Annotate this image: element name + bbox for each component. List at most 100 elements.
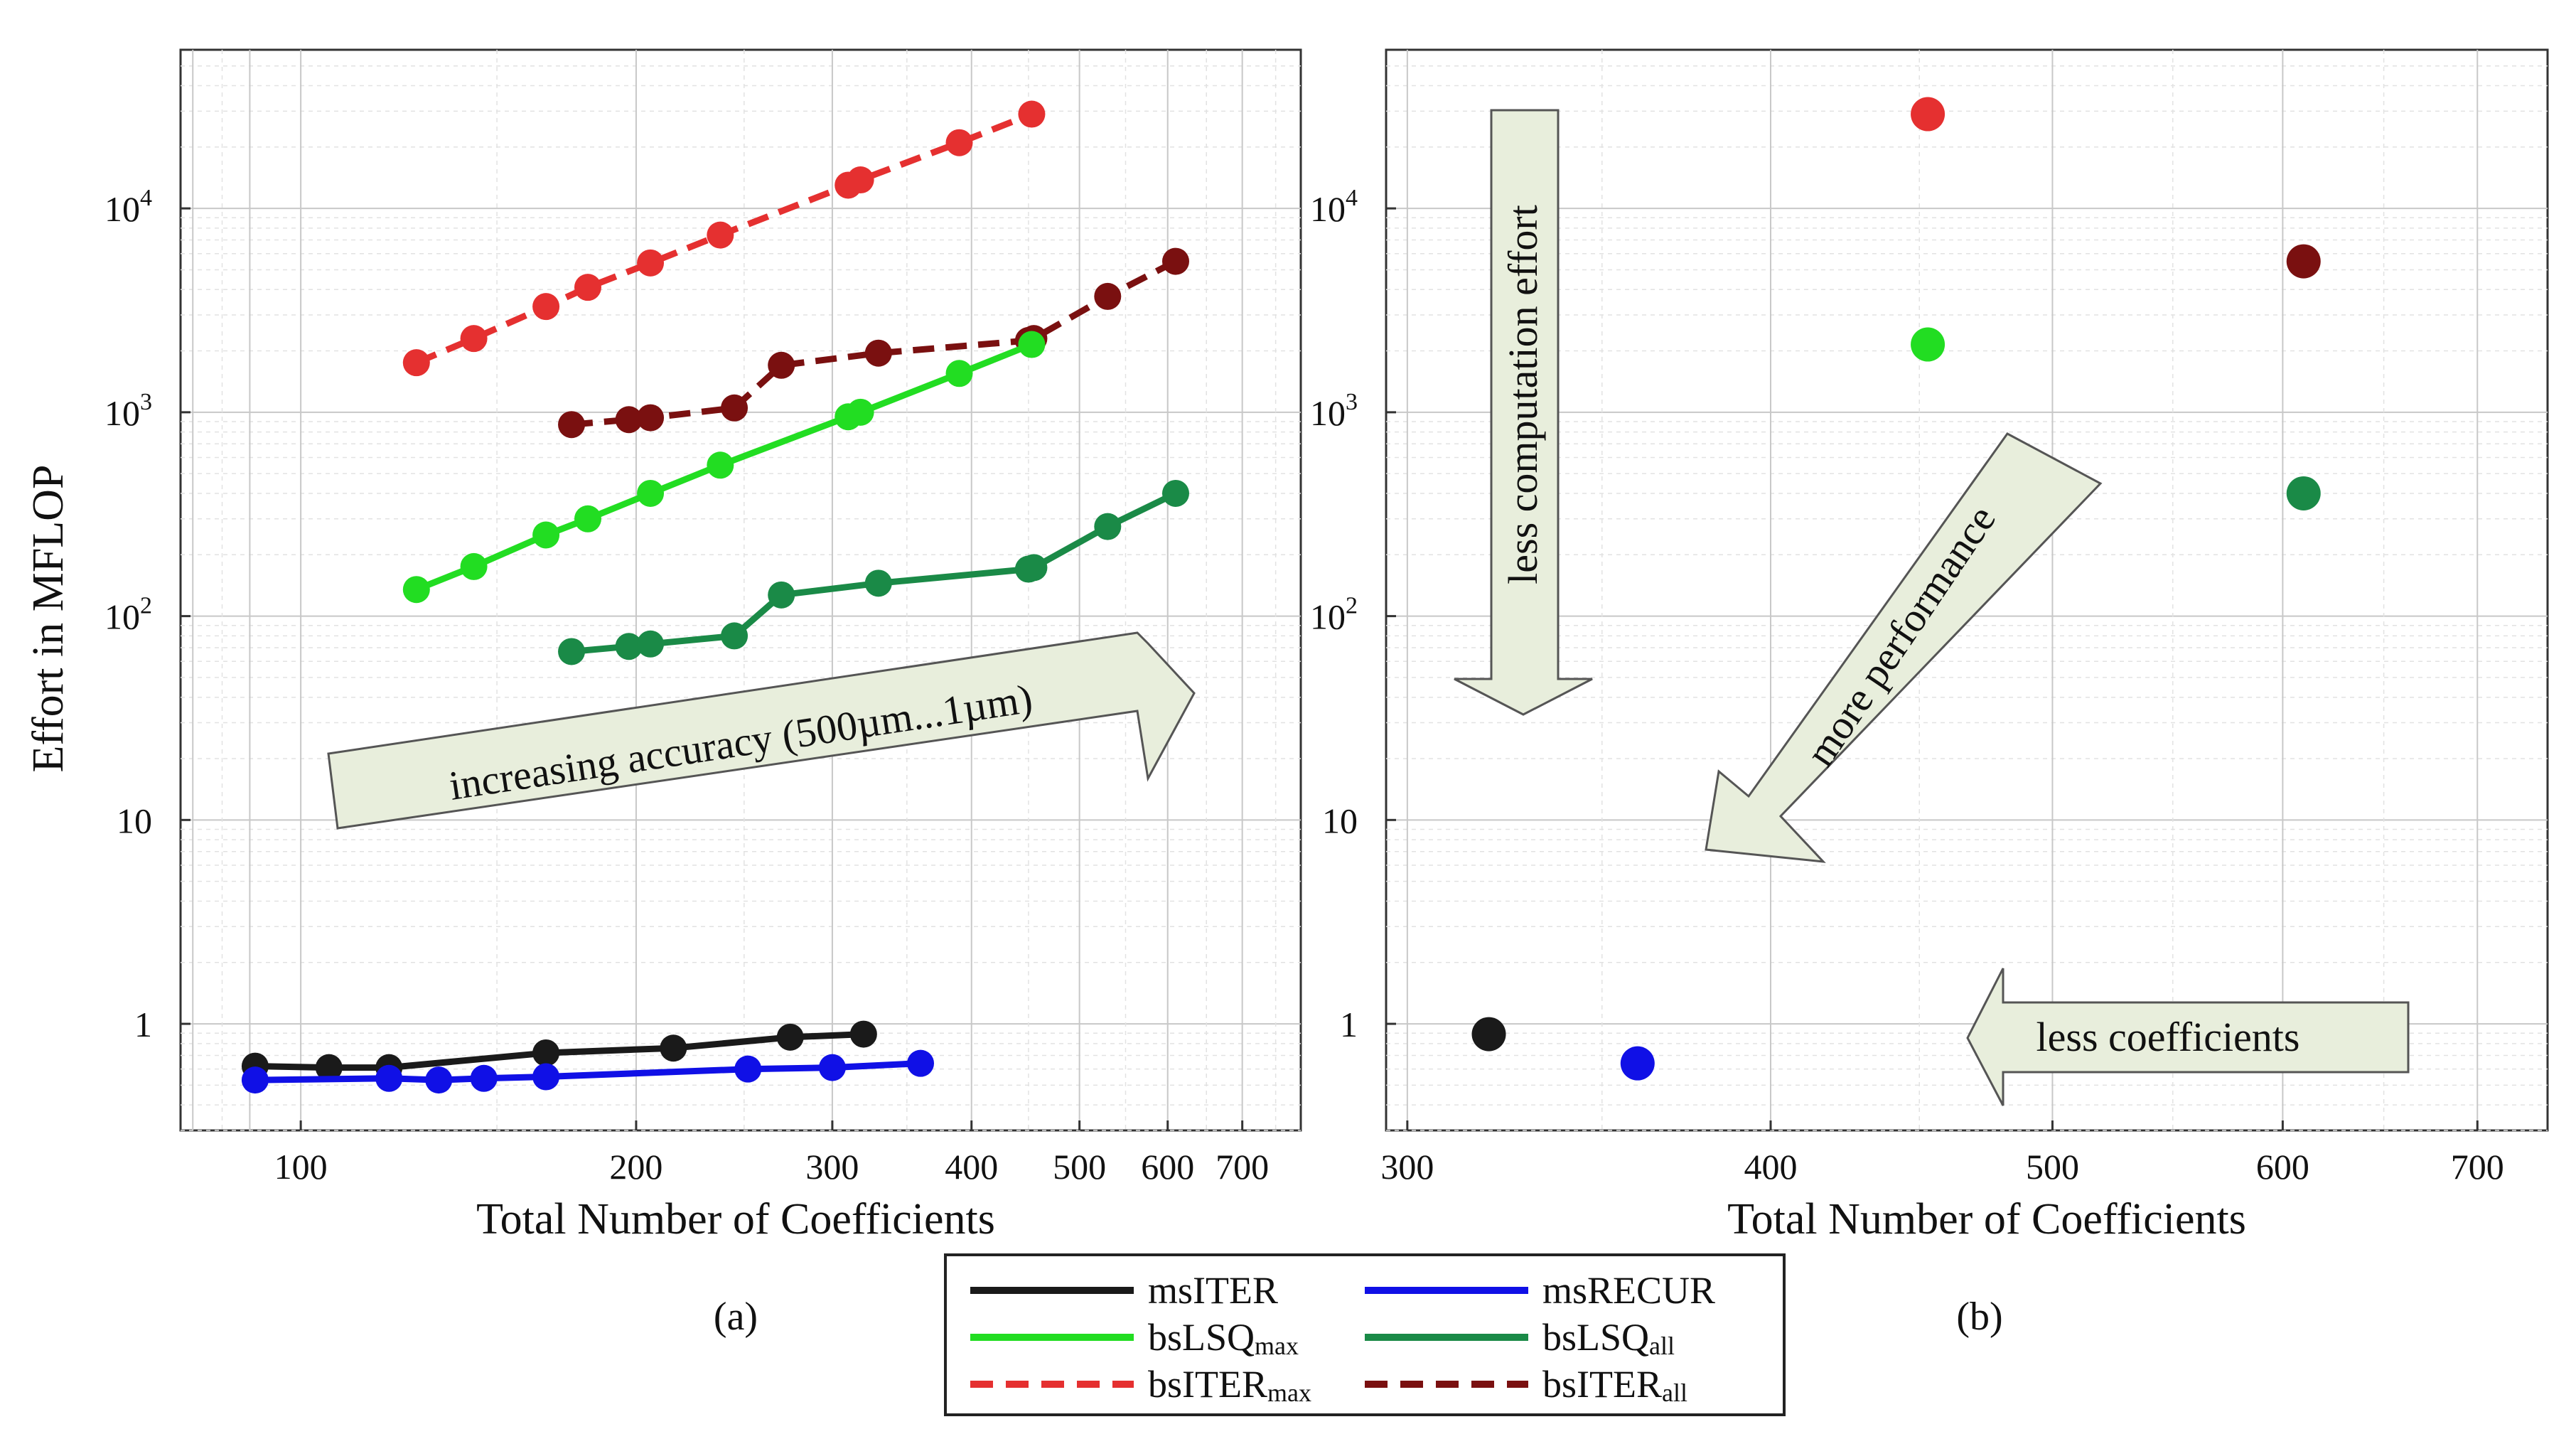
- legend-label-bsLSQ_max: bsLSQmax: [1148, 1316, 1299, 1360]
- data-point-bsITER_max: [945, 129, 973, 156]
- y-tick-exponent: 4: [1346, 185, 1358, 211]
- panel-label-b: (b): [1956, 1295, 2002, 1339]
- y-tick-exponent: 2: [1346, 593, 1358, 619]
- data-point-bsLSQ_max: [707, 451, 734, 479]
- x-tick-label: 300: [805, 1147, 859, 1187]
- scatter-point-bsITER_max: [1911, 97, 1946, 132]
- less-effort-arrow-shape: [1454, 109, 1593, 716]
- y-tick-exponent: 3: [140, 389, 152, 415]
- data-point-bsLSQ_all: [864, 569, 892, 597]
- data-point-bsLSQ_max: [532, 521, 560, 549]
- data-point-bsLSQ_max: [637, 479, 665, 507]
- y-tick-base: 10: [104, 189, 140, 229]
- data-point-msITER: [849, 1020, 877, 1048]
- data-point-msRECUR: [907, 1049, 935, 1077]
- x-axis-label-a: Total Number of Coefficients: [476, 1195, 995, 1243]
- x-tick-labels-a: 100 200 300 400 500 600 700: [274, 1120, 1269, 1187]
- data-point-msRECUR: [818, 1054, 846, 1081]
- data-point-msITER: [660, 1034, 687, 1062]
- legend-label-main: msITER: [1148, 1269, 1278, 1312]
- data-point-bsLSQ_max: [847, 398, 874, 426]
- data-point-bsITER_max: [460, 325, 488, 353]
- legend-label-bsITER_max: bsITERmax: [1148, 1363, 1311, 1407]
- data-point-bsLSQ_max: [574, 505, 601, 533]
- y-tick-label: 104: [104, 185, 152, 229]
- data-point-msITER: [776, 1023, 804, 1051]
- y-tick-base: 1: [134, 1005, 152, 1044]
- data-point-msRECUR: [425, 1066, 453, 1094]
- x-tick-label: 500: [2026, 1147, 2079, 1187]
- scatter-point-bsLSQ_max: [1911, 327, 1946, 362]
- data-point-msRECUR: [241, 1066, 269, 1094]
- legend-label-main: bsITER: [1148, 1363, 1267, 1406]
- data-point-bsLSQ_all: [615, 633, 643, 660]
- less-coefficients-arrow-label: less coefficients: [2036, 1014, 2300, 1060]
- data-point-bsITER_all: [1094, 282, 1122, 310]
- legend-label-main: bsITER: [1542, 1363, 1662, 1406]
- data-point-msITER: [315, 1054, 343, 1081]
- data-point-bsLSQ_max: [460, 552, 488, 580]
- legend-label-subscript: max: [1255, 1332, 1299, 1360]
- series-line-bsLSQ_max: [415, 341, 1034, 593]
- data-point-bsITER_max: [402, 349, 430, 377]
- data-point-bsITER_max: [574, 274, 601, 301]
- less-coefficients-arrow-shape: [1966, 968, 2410, 1106]
- scatter-point-msRECUR: [1620, 1046, 1655, 1081]
- x-tick-label: 700: [1215, 1147, 1269, 1187]
- data-point-msITER: [532, 1039, 560, 1066]
- data-point-msRECUR: [532, 1063, 560, 1091]
- scatter-point-msITER: [1471, 1017, 1506, 1052]
- x-tick-labels-b: 300 400 500 600 700: [1380, 1120, 2504, 1187]
- y-tick-label: 102: [1310, 593, 1358, 637]
- data-point-bsLSQ_max: [1018, 331, 1046, 358]
- y-tick-label: 104: [1310, 185, 1358, 229]
- data-point-bsITER_all: [864, 339, 892, 367]
- y-tick-label: 103: [1310, 389, 1358, 433]
- plot-area-a: [179, 48, 1302, 1132]
- y-tick-label: 1: [134, 1005, 152, 1044]
- more-performance-arrow-shape: [1705, 432, 2103, 863]
- data-point-bsLSQ_max: [945, 360, 973, 387]
- data-point-bsITER_max: [1018, 100, 1046, 128]
- scatter-point-bsLSQ_all: [2286, 476, 2321, 510]
- series-a: [241, 100, 1189, 1094]
- data-point-bsLSQ_all: [558, 638, 586, 665]
- x-tick-label: 400: [945, 1147, 998, 1187]
- x-tick-label: 600: [2256, 1147, 2309, 1187]
- legend-label-main: msRECUR: [1542, 1269, 1715, 1312]
- x-axis-label-b: Total Number of Coefficients: [1727, 1195, 2246, 1243]
- data-point-bsITER_max: [637, 249, 665, 277]
- data-point-bsITER_max: [847, 166, 874, 194]
- data-point-bsITER_all: [615, 406, 643, 434]
- panel-label-a: (a): [714, 1295, 758, 1339]
- y-tick-exponent: 3: [1346, 389, 1358, 415]
- legend-label-msITER: msITER: [1148, 1269, 1278, 1312]
- data-point-bsITER_all: [1161, 247, 1189, 275]
- accuracy-arrow-shape: [327, 631, 1196, 830]
- y-tick-label: 1: [1340, 1005, 1358, 1044]
- data-point-msRECUR: [470, 1064, 498, 1092]
- legend-label-bsITER_all: bsITERall: [1542, 1363, 1687, 1407]
- points-b: [1471, 97, 2321, 1081]
- data-point-bsLSQ_all: [768, 581, 795, 609]
- less-effort-arrow-label: less computation effort: [1500, 205, 1546, 584]
- data-point-bsLSQ_all: [1020, 554, 1048, 582]
- data-point-bsITER_max: [532, 293, 560, 321]
- x-tick-label: 700: [2451, 1147, 2504, 1187]
- y-tick-base: 10: [1322, 801, 1358, 840]
- data-point-bsITER_max: [707, 221, 734, 249]
- y-tick-base: 10: [1310, 189, 1346, 229]
- x-tick-label: 300: [1380, 1147, 1434, 1187]
- legend-label-main: bsLSQ: [1542, 1316, 1649, 1359]
- data-point-bsLSQ_all: [1161, 479, 1189, 507]
- less-effort-arrow: less computation effort: [1454, 109, 1593, 716]
- legend-label-bsLSQ_all: bsLSQall: [1542, 1316, 1675, 1360]
- y-tick-base: 10: [104, 597, 140, 637]
- data-point-bsITER_all: [637, 404, 665, 432]
